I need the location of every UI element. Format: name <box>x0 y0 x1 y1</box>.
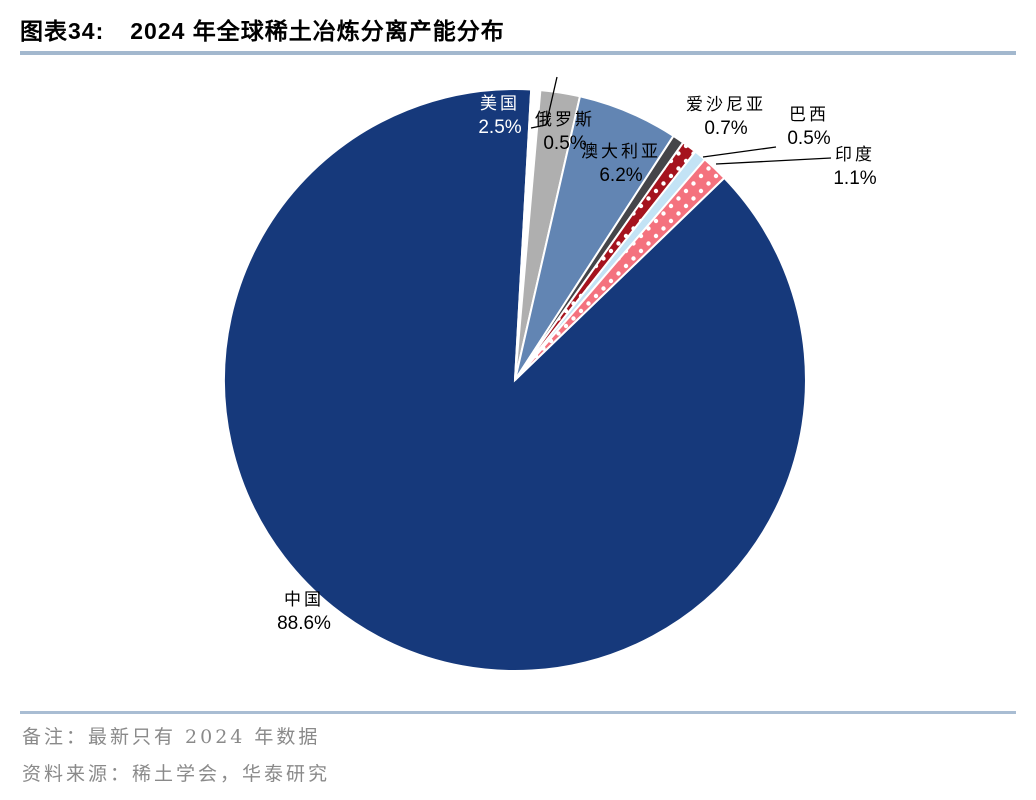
slice-india <box>514 157 726 381</box>
label-china-name: 中国 <box>284 590 324 610</box>
figure-title: 图表34: 2024 年全球稀土冶炼分离产能分布 <box>20 12 1016 46</box>
india-leader-line <box>715 157 832 165</box>
label-usa-pct: 2.5% <box>478 117 522 138</box>
label-china: 中国 88.6% <box>277 589 331 635</box>
brazil-leader-line <box>702 146 777 158</box>
label-australia-pct: 6.2% <box>599 165 643 186</box>
label-usa: 美国 2.5% <box>478 93 521 139</box>
russia-leader-line <box>530 76 558 129</box>
label-russia: 俄罗斯 0.5% <box>535 109 595 155</box>
label-australia: 澳大利亚 6.2% <box>581 141 661 187</box>
label-brazil: 巴西 0.5% <box>787 104 830 150</box>
label-india-name: 印度 <box>835 145 875 165</box>
label-brazil-pct: 0.5% <box>787 128 831 149</box>
figure-title-text: 2024 年全球稀土冶炼分离产能分布 <box>130 18 505 44</box>
footer-note: 备注：最新只有 2024 年数据 <box>22 726 321 748</box>
label-india-pct: 1.1% <box>833 168 877 189</box>
figure-number-label: 图表34: <box>20 18 105 44</box>
label-australia-name: 澳大利亚 <box>581 142 661 162</box>
footer-source: 资料来源：稀土学会，华泰研究 <box>22 763 331 785</box>
title-underline-rule <box>20 51 1016 55</box>
label-estonia: 爱沙尼亚 0.7% <box>686 94 766 140</box>
label-usa-name: 美国 <box>480 94 520 114</box>
label-china-pct: 88.6% <box>277 613 331 634</box>
footer-separator-rule <box>20 711 1016 714</box>
label-estonia-pct: 0.7% <box>704 118 748 139</box>
label-india: 印度 1.1% <box>833 144 876 190</box>
label-estonia-name: 爱沙尼亚 <box>686 95 766 115</box>
label-russia-pct: 0.5% <box>543 133 587 154</box>
label-brazil-name: 巴西 <box>789 105 829 125</box>
label-russia-name: 俄罗斯 <box>535 110 595 130</box>
